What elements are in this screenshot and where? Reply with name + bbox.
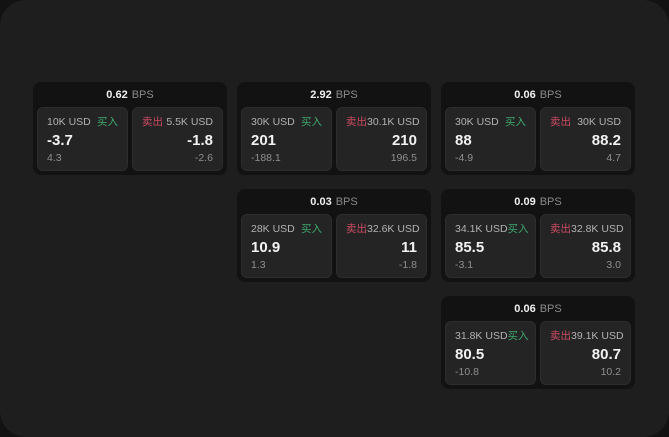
bps-value: 0.62 xyxy=(106,88,128,101)
buy-label: 买入 xyxy=(97,116,118,128)
buy-delta: -3.1 xyxy=(455,258,474,271)
bps-unit: BPS xyxy=(335,195,358,208)
sell-price: 88.2 xyxy=(591,132,621,150)
bps-value: 0.06 xyxy=(514,302,536,315)
buy-label: 买入 xyxy=(301,223,322,235)
quote-card: 0.62 BPS 10K USD 买入 -3.7 4.3 卖出 5.5K USD xyxy=(33,82,227,175)
sell-panel[interactable]: 卖出 30.1K USD 210 196.5 xyxy=(336,107,427,171)
buy-price: -3.7 xyxy=(47,132,73,150)
bps-unit: BPS xyxy=(539,195,562,208)
sell-label: 卖出 xyxy=(550,223,571,235)
buy-size: 30K USD xyxy=(251,116,295,128)
panel-row: 28K USD 买入 10.9 1.3 卖出 32.6K USD 11 -1.8 xyxy=(237,214,431,282)
sell-panel[interactable]: 卖出 32.8K USD 85.8 3.0 xyxy=(540,214,631,278)
card-header: 0.03 BPS xyxy=(237,189,431,214)
sell-price: 210 xyxy=(391,132,417,150)
bps-value: 0.09 xyxy=(514,195,536,208)
sell-panel[interactable]: 卖出 39.1K USD 80.7 10.2 xyxy=(540,321,631,385)
sell-price: 80.7 xyxy=(591,346,621,364)
buy-label: 买入 xyxy=(507,223,529,235)
panel-row: 30K USD 买入 201 -188.1 卖出 30.1K USD 210 1… xyxy=(237,107,431,175)
buy-size: 31.8K USD xyxy=(455,330,508,342)
bps-value: 2.92 xyxy=(310,88,332,101)
sell-size: 30.1K USD xyxy=(367,116,420,128)
buy-delta: -4.9 xyxy=(455,151,474,164)
panel-row: 30K USD 买入 88 -4.9 卖出 30K USD 88.2 4.7 xyxy=(441,107,635,175)
buy-panel[interactable]: 30K USD 买入 88 -4.9 xyxy=(445,107,536,171)
quote-card: 0.06 BPS 30K USD 买入 88 -4.9 卖出 30K USD xyxy=(441,82,635,175)
panel-row: 31.8K USD 买入 80.5 -10.8 卖出 39.1K USD 80.… xyxy=(441,321,635,389)
buy-panel[interactable]: 34.1K USD 买入 85.5 -3.1 xyxy=(445,214,536,278)
sell-delta: 3.0 xyxy=(606,258,621,271)
buy-label: 买入 xyxy=(301,116,322,128)
sell-delta: -2.6 xyxy=(194,151,213,164)
sell-label: 卖出 xyxy=(550,330,571,342)
buy-size: 30K USD xyxy=(455,116,499,128)
sell-price: 85.8 xyxy=(591,239,621,257)
card-header: 0.06 BPS xyxy=(441,296,635,321)
quote-card-grid: 0.62 BPS 10K USD 买入 -3.7 4.3 卖出 5.5K USD xyxy=(33,82,635,389)
buy-price: 201 xyxy=(251,132,277,150)
bps-unit: BPS xyxy=(539,88,562,101)
card-header: 0.62 BPS xyxy=(33,82,227,107)
panel-row: 10K USD 买入 -3.7 4.3 卖出 5.5K USD -1.8 -2.… xyxy=(33,107,227,175)
bps-value: 0.03 xyxy=(310,195,332,208)
sell-label: 卖出 xyxy=(346,223,367,235)
quote-card: 0.09 BPS 34.1K USD 买入 85.5 -3.1 卖出 32.8K… xyxy=(441,189,635,282)
buy-price: 88 xyxy=(455,132,472,150)
sell-panel[interactable]: 卖出 5.5K USD -1.8 -2.6 xyxy=(132,107,223,171)
sell-price: 11 xyxy=(401,239,417,257)
sell-size: 32.8K USD xyxy=(571,223,624,235)
sell-label: 卖出 xyxy=(550,116,571,128)
bps-unit: BPS xyxy=(335,88,358,101)
sell-delta: 4.7 xyxy=(606,151,621,164)
buy-price: 10.9 xyxy=(251,239,281,257)
sell-delta: 10.2 xyxy=(600,365,621,378)
sell-label: 卖出 xyxy=(346,116,367,128)
sell-size: 30K USD xyxy=(577,116,621,128)
sell-panel[interactable]: 卖出 30K USD 88.2 4.7 xyxy=(540,107,631,171)
buy-label: 买入 xyxy=(505,116,526,128)
sell-size: 39.1K USD xyxy=(571,330,624,342)
bps-unit: BPS xyxy=(131,88,154,101)
sell-size: 5.5K USD xyxy=(166,116,213,128)
bps-unit: BPS xyxy=(539,302,562,315)
buy-price: 85.5 xyxy=(455,239,485,257)
buy-delta: -10.8 xyxy=(455,365,479,378)
quote-card: 0.03 BPS 28K USD 买入 10.9 1.3 卖出 32.6K US… xyxy=(237,189,431,282)
panel-row: 34.1K USD 买入 85.5 -3.1 卖出 32.8K USD 85.8… xyxy=(441,214,635,282)
bps-value: 0.06 xyxy=(514,88,536,101)
buy-panel[interactable]: 31.8K USD 买入 80.5 -10.8 xyxy=(445,321,536,385)
buy-size: 28K USD xyxy=(251,223,295,235)
sell-delta: 196.5 xyxy=(390,151,417,164)
buy-delta: 4.3 xyxy=(47,151,62,164)
buy-panel[interactable]: 28K USD 买入 10.9 1.3 xyxy=(241,214,332,278)
sell-price: -1.8 xyxy=(187,132,213,150)
sell-label: 卖出 xyxy=(142,116,163,128)
card-header: 0.09 BPS xyxy=(441,189,635,214)
quote-card: 0.06 BPS 31.8K USD 买入 80.5 -10.8 卖出 39.1… xyxy=(441,296,635,389)
buy-delta: -188.1 xyxy=(251,151,281,164)
buy-size: 34.1K USD xyxy=(455,223,508,235)
buy-panel[interactable]: 10K USD 买入 -3.7 4.3 xyxy=(37,107,128,171)
sell-panel[interactable]: 卖出 32.6K USD 11 -1.8 xyxy=(336,214,427,278)
card-header: 0.06 BPS xyxy=(441,82,635,107)
card-header: 2.92 BPS xyxy=(237,82,431,107)
sell-size: 32.6K USD xyxy=(367,223,420,235)
quote-card: 2.92 BPS 30K USD 买入 201 -188.1 卖出 30.1K … xyxy=(237,82,431,175)
sell-delta: -1.8 xyxy=(398,258,417,271)
buy-label: 买入 xyxy=(507,330,529,342)
buy-price: 80.5 xyxy=(455,346,485,364)
buy-size: 10K USD xyxy=(47,116,91,128)
buy-delta: 1.3 xyxy=(251,258,266,271)
buy-panel[interactable]: 30K USD 买入 201 -188.1 xyxy=(241,107,332,171)
